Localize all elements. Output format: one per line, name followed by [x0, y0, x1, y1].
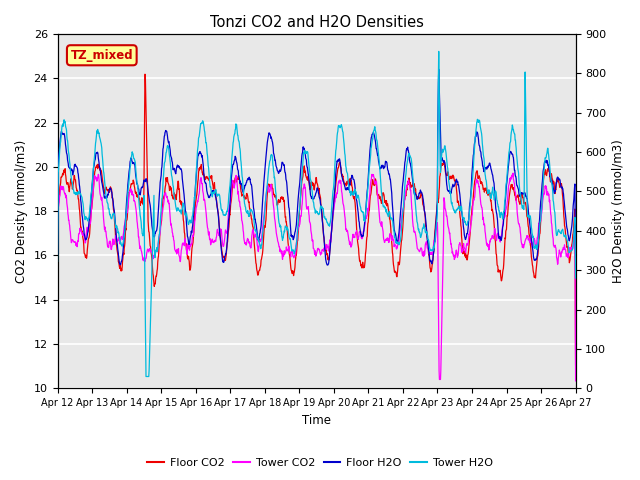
Y-axis label: CO2 Density (mmol/m3): CO2 Density (mmol/m3) [15, 140, 28, 283]
X-axis label: Time: Time [302, 414, 331, 427]
Y-axis label: H2O Density (mmol/m3): H2O Density (mmol/m3) [612, 139, 625, 283]
Text: TZ_mixed: TZ_mixed [70, 49, 133, 62]
Title: Tonzi CO2 and H2O Densities: Tonzi CO2 and H2O Densities [210, 15, 424, 30]
Legend: Floor CO2, Tower CO2, Floor H2O, Tower H2O: Floor CO2, Tower CO2, Floor H2O, Tower H… [143, 453, 497, 472]
